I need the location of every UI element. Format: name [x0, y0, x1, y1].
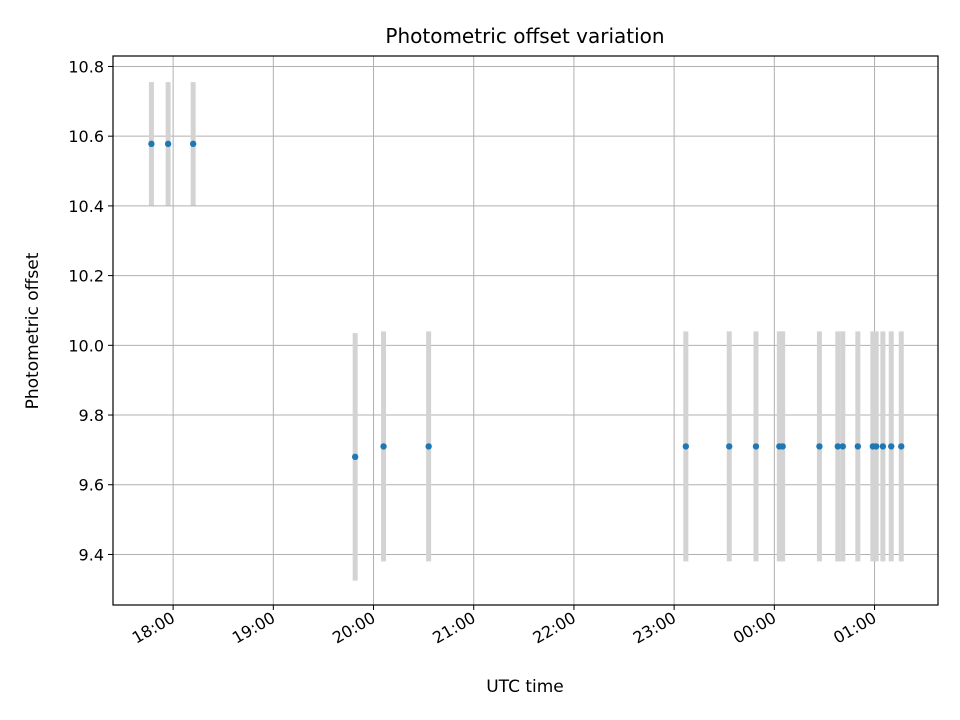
data-point	[854, 443, 862, 450]
y-tick-label: 10.4	[68, 197, 104, 216]
data-point	[726, 443, 733, 450]
data-points	[148, 140, 905, 461]
x-axis-title: UTC time	[486, 677, 564, 697]
data-point	[779, 443, 786, 450]
data-point	[898, 443, 905, 450]
y-tick-label: 9.8	[79, 406, 104, 425]
data-point	[148, 140, 155, 148]
y-tick-label: 10.0	[68, 336, 104, 355]
y-tick-label: 9.6	[79, 476, 104, 495]
data-point	[839, 443, 847, 450]
data-point	[164, 140, 172, 148]
data-point	[752, 443, 760, 450]
y-tick-label: 10.8	[68, 57, 104, 76]
data-point	[873, 443, 880, 450]
data-point	[425, 443, 432, 450]
data-point	[816, 443, 823, 450]
data-point	[189, 140, 197, 148]
data-point	[834, 443, 841, 450]
data-point	[888, 443, 895, 450]
y-tick-label: 10.2	[68, 267, 104, 286]
data-point	[879, 443, 887, 450]
grid	[113, 56, 938, 605]
chart-title: Photometric offset variation	[385, 24, 664, 48]
data-point	[682, 443, 690, 450]
y-tick-label: 9.4	[79, 545, 104, 564]
y-axis-title: Photometric offset	[23, 252, 43, 409]
plot-area-frame	[112, 55, 939, 606]
data-point	[380, 443, 387, 450]
plot-area-background	[113, 56, 938, 605]
data-point	[351, 453, 359, 461]
y-tick-label: 10.6	[68, 127, 104, 146]
